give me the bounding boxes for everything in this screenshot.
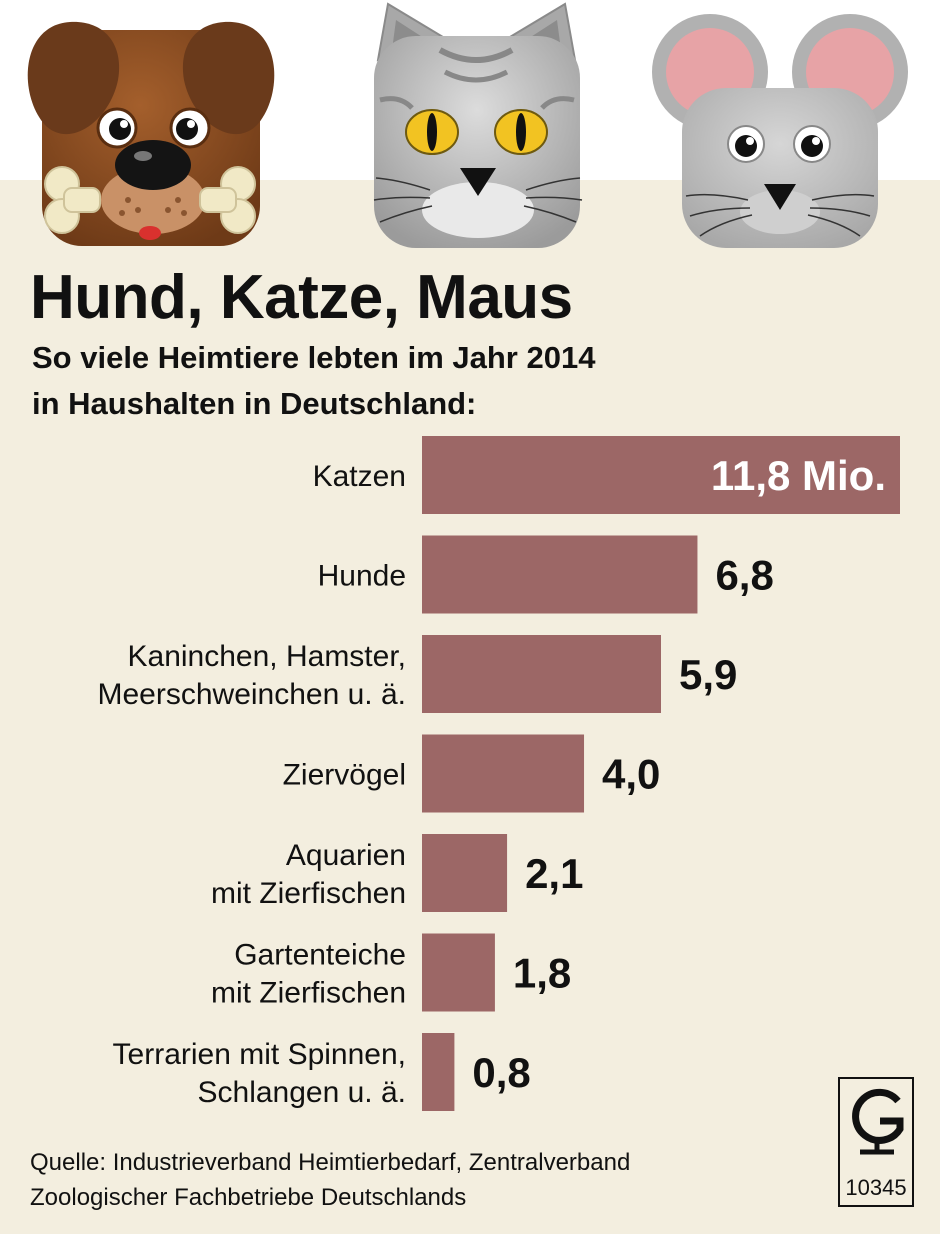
dog-icon <box>27 21 275 246</box>
bar-5 <box>422 834 508 912</box>
bar-3 <box>422 635 661 713</box>
value-label: 11,8 Mio. <box>711 452 886 499</box>
subtitle-line-1: So viele Heimtiere lebten im Jahr 2014 <box>32 340 596 375</box>
source-line-1: Quelle: Industrieverband Heimtierbedarf,… <box>30 1149 631 1176</box>
globus-logo-icon <box>852 1088 904 1155</box>
category-label: Meerschweinchen u. ä. <box>98 678 407 711</box>
animal-illustrations <box>27 2 908 248</box>
category-label: mit Zierfischen <box>211 877 406 910</box>
bar-6 <box>422 933 495 1012</box>
bar-2 <box>422 535 698 614</box>
bar-4 <box>422 734 585 813</box>
value-label: 4,0 <box>602 751 660 798</box>
graphic-number: 10345 <box>845 1175 907 1200</box>
category-label: Schlangen u. ä. <box>198 1076 407 1109</box>
value-label: 0,8 <box>472 1049 530 1096</box>
category-label: Aquarien <box>286 839 406 872</box>
page-title: Hund, Katze, Maus <box>30 263 573 332</box>
category-label: Katzen <box>313 460 406 493</box>
publisher-logo: 10345 <box>838 1077 914 1207</box>
category-label: Terrarien mit Spinnen, <box>113 1038 406 1071</box>
bar-7 <box>422 1033 455 1111</box>
category-label: Ziervögel <box>283 759 406 792</box>
mouse-icon <box>652 14 908 248</box>
value-label: 5,9 <box>679 651 737 698</box>
value-label: 6,8 <box>715 552 773 599</box>
category-label: Gartenteiche <box>234 939 406 972</box>
subtitle-line-2: in Haushalten in Deutschland: <box>32 386 477 421</box>
source-line-2: Zoologischer Fachbetriebe Deutschlands <box>30 1184 467 1211</box>
category-label: Kaninchen, Hamster, <box>128 640 406 673</box>
category-label: mit Zierfischen <box>211 977 406 1010</box>
category-label: Hunde <box>318 560 406 593</box>
bar-1 <box>422 436 900 514</box>
cat-icon <box>373 2 583 248</box>
value-label: 1,8 <box>513 950 571 997</box>
source-note: Quelle: Industrieverband Heimtierbedarf,… <box>30 1145 790 1215</box>
value-label: 2,1 <box>525 850 583 897</box>
